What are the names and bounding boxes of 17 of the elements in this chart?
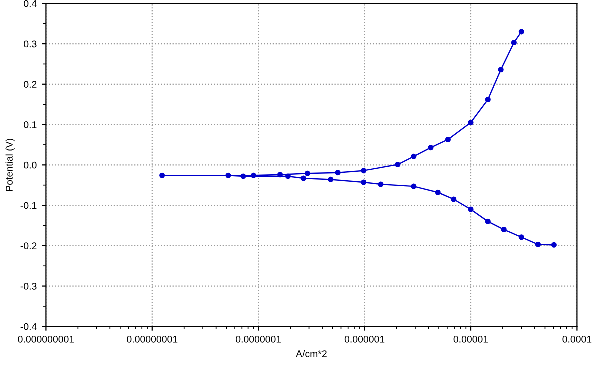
- x-tick-label: 0.000000001: [18, 336, 74, 343]
- x-tick-label: 0.0000001: [236, 336, 282, 343]
- y-tick-label: 0.1: [24, 122, 37, 128]
- y-tick-label: 0.4: [24, 0, 37, 8]
- x-tick-label: 0.00001: [454, 336, 488, 343]
- y-axis-title: Potential (V): [6, 139, 15, 192]
- x-tick-label: 0.00000001: [127, 336, 178, 343]
- y-tick-label: -0.1: [20, 202, 37, 210]
- y-tick-label: 0.2: [24, 81, 37, 88]
- y-tick-label: -0.3: [20, 283, 37, 290]
- y-tick-label: -0.2: [20, 242, 37, 250]
- y-tick-label: 0.0: [24, 162, 37, 169]
- x-axis-title: A/cm*2: [296, 350, 327, 358]
- y-tick-label: 0.3: [24, 40, 37, 48]
- x-tick-label: 0.0001: [562, 336, 592, 343]
- y-tick-label: -0.4: [20, 323, 37, 330]
- x-tick-label: 0.000001: [344, 336, 385, 343]
